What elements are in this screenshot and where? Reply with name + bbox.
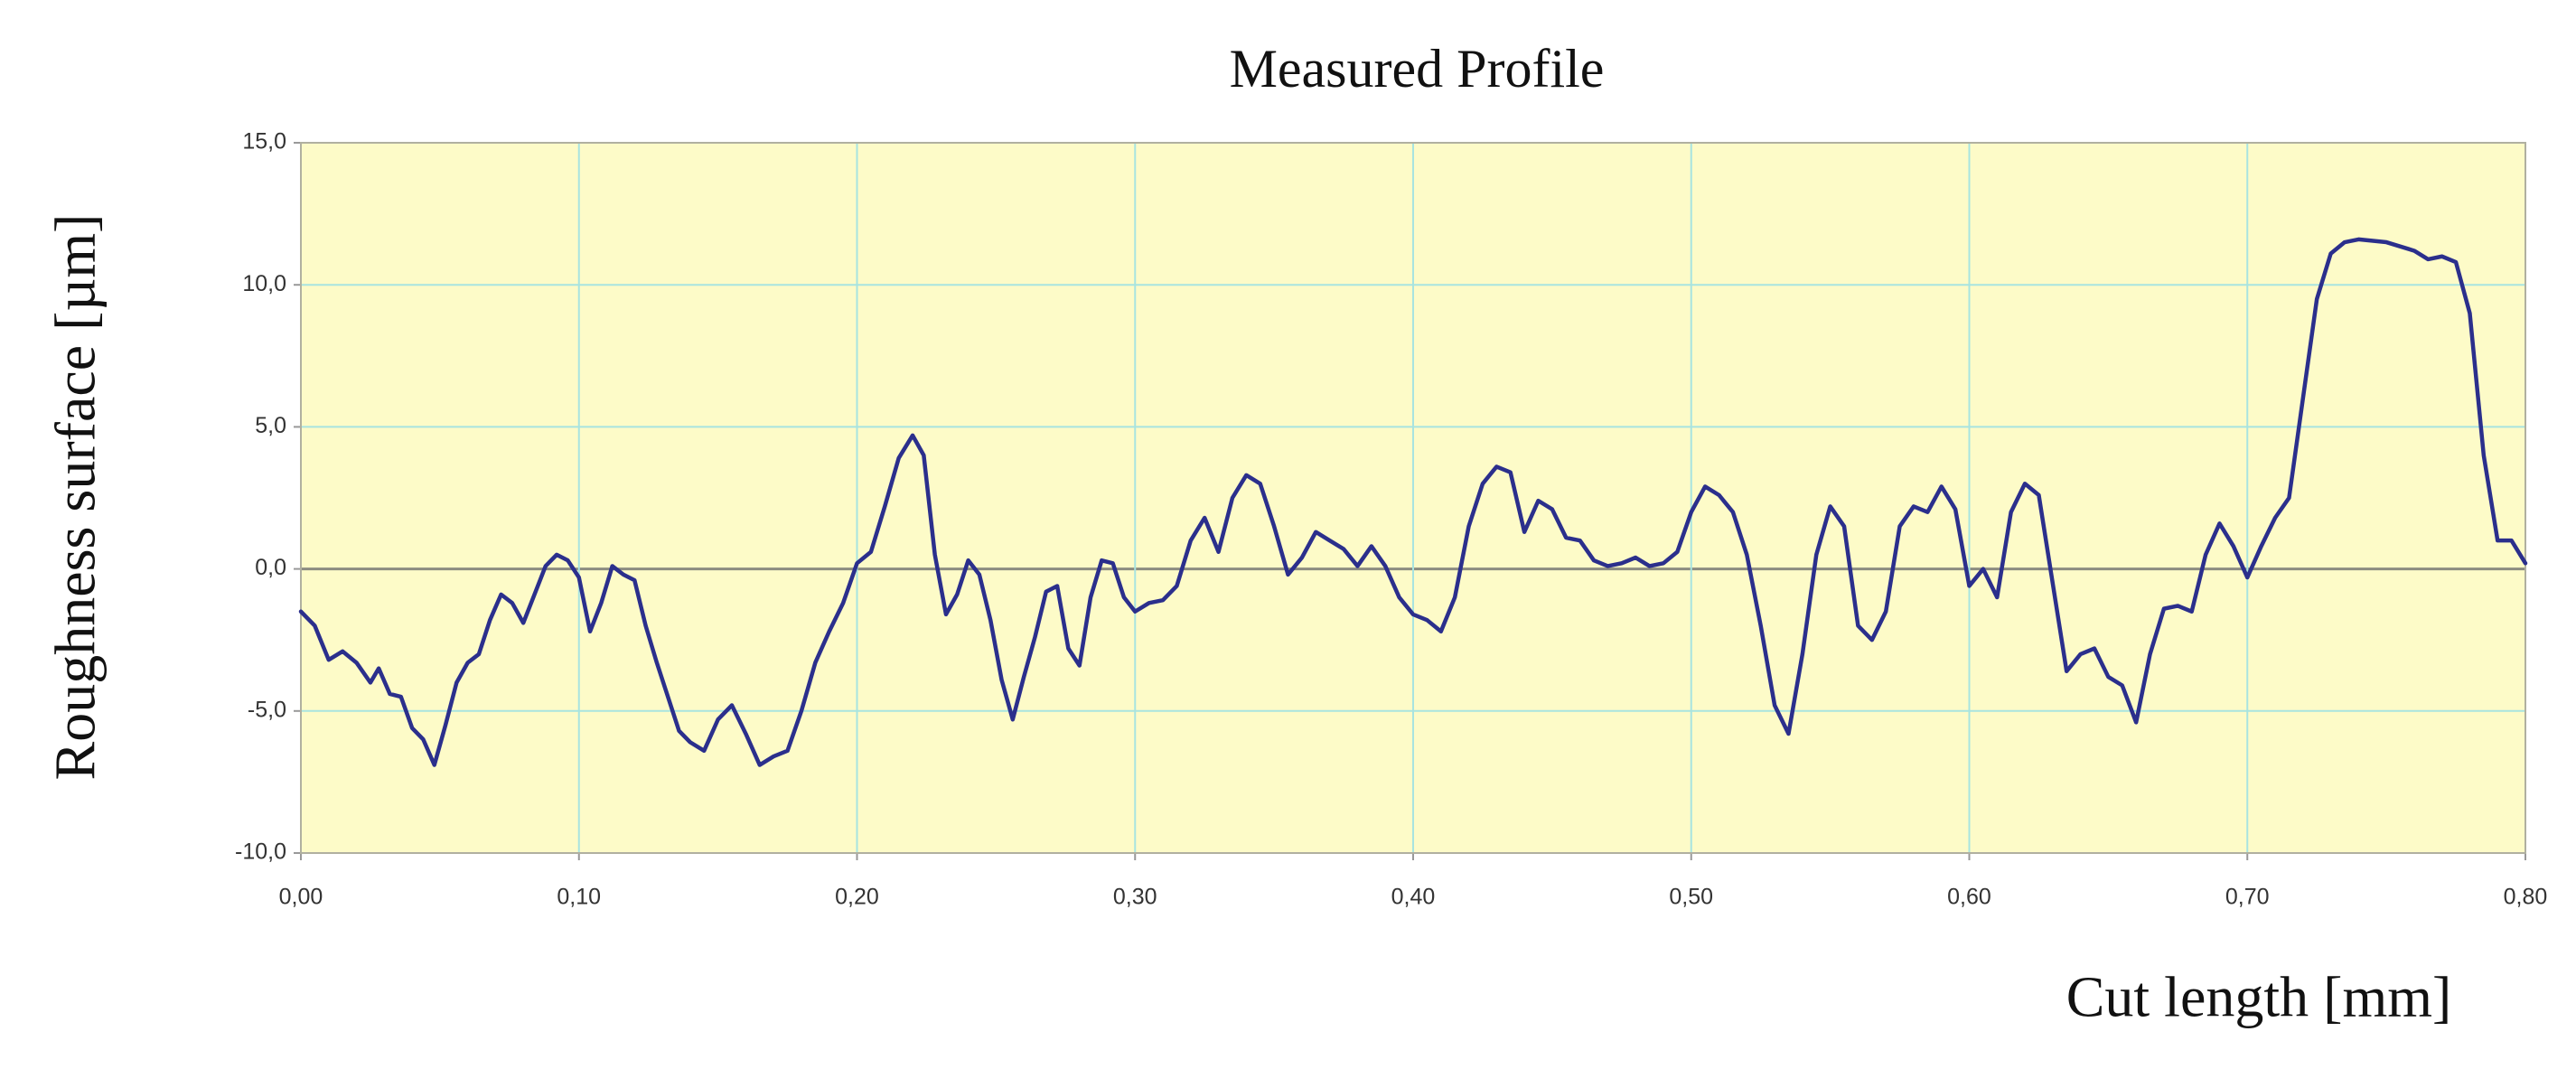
x-axis-label: Cut length [mm] <box>2066 965 2452 1029</box>
x-tick-label: 0,70 <box>2225 885 2270 910</box>
y-axis-label: Roughness surface [µm] <box>43 214 108 781</box>
chart-title: Measured Profile <box>1230 39 1605 98</box>
y-tick-label: -10,0 <box>235 839 286 865</box>
x-tick-label: 0,10 <box>557 885 601 910</box>
plot-frame <box>300 142 2526 854</box>
y-tick-label: -5,0 <box>248 697 286 722</box>
y-tick-label: 5,0 <box>255 413 286 438</box>
y-tick-label: 0,0 <box>255 555 286 580</box>
x-tick-label: 0,50 <box>1669 885 1713 910</box>
y-tick-label: 10,0 <box>242 271 286 296</box>
x-tick-label: 0,20 <box>835 885 879 910</box>
x-tick-label: 0,40 <box>1391 885 1436 910</box>
x-tick-label: 0,00 <box>279 885 323 910</box>
x-tick-label: 0,80 <box>2504 885 2548 910</box>
x-tick-label: 0,60 <box>1947 885 1991 910</box>
x-tick-label: 0,30 <box>1113 885 1157 910</box>
y-tick-label: 15,0 <box>242 129 286 155</box>
profile-line <box>298 237 2528 767</box>
